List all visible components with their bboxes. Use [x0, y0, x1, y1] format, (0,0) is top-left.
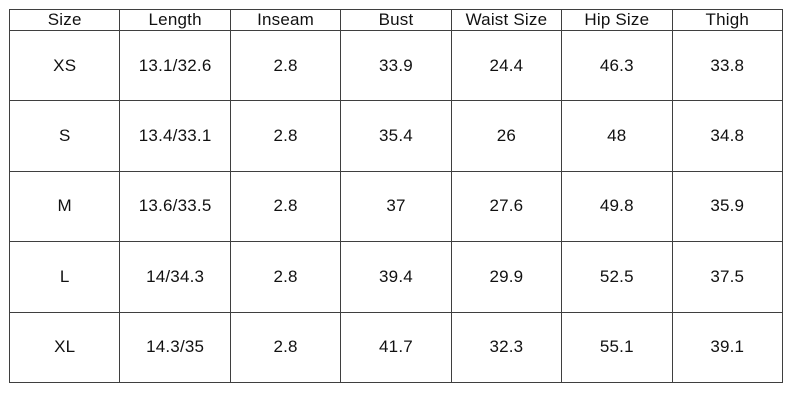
table-cell: 33.8 [671, 29, 784, 102]
table-cell: S [8, 100, 121, 172]
table-cell: 2.8 [229, 170, 342, 243]
table-cell: 46.3 [561, 29, 673, 102]
table-cell: 13.4/33.1 [119, 100, 231, 172]
table-cell: 55.1 [561, 311, 673, 384]
header-cell-waist-size: Waist Size [450, 9, 563, 31]
table-cell: 14/34.3 [119, 241, 231, 313]
table-cell: 39.4 [340, 241, 452, 313]
table-cell: 35.9 [671, 170, 784, 243]
table-cell: 2.8 [229, 100, 342, 172]
table-cell: 13.1/32.6 [119, 29, 231, 102]
table-cell: 13.6/33.5 [119, 170, 231, 243]
table-cell: 14.3/35 [119, 311, 231, 384]
table-cell: 48 [561, 100, 673, 172]
table-cell: 26 [450, 100, 563, 172]
table-cell: 29.9 [450, 241, 563, 313]
table-cell: 24.4 [450, 29, 563, 102]
table-cell: 41.7 [340, 311, 452, 384]
table-cell: 35.4 [340, 100, 452, 172]
header-cell-size: Size [8, 9, 121, 31]
table-cell: 37.5 [671, 241, 784, 313]
table-row-l: L 14/34.3 2.8 39.4 29.9 52.5 37.5 [8, 241, 784, 313]
table-cell: 52.5 [561, 241, 673, 313]
size-chart-container: Size Length Inseam Bust Waist Size Hip S… [8, 9, 784, 384]
size-chart-body: XS 13.1/32.6 2.8 33.9 24.4 46.3 33.8 S 1… [8, 29, 784, 384]
header-row: Size Length Inseam Bust Waist Size Hip S… [8, 9, 784, 31]
table-cell: L [8, 241, 121, 313]
header-cell-hip-size: Hip Size [561, 9, 673, 31]
size-chart-header: Size Length Inseam Bust Waist Size Hip S… [8, 9, 784, 31]
header-cell-length: Length [119, 9, 231, 31]
table-row-s: S 13.4/33.1 2.8 35.4 26 48 34.8 [8, 100, 784, 172]
size-chart-table: Size Length Inseam Bust Waist Size Hip S… [8, 9, 784, 384]
table-cell: 34.8 [671, 100, 784, 172]
header-cell-thigh: Thigh [671, 9, 784, 31]
table-row-xs: XS 13.1/32.6 2.8 33.9 24.4 46.3 33.8 [8, 29, 784, 102]
table-cell: 2.8 [229, 311, 342, 384]
header-cell-inseam: Inseam [229, 9, 342, 31]
table-cell: 2.8 [229, 29, 342, 102]
table-cell: 27.6 [450, 170, 563, 243]
table-cell: XS [8, 29, 121, 102]
table-cell: 2.8 [229, 241, 342, 313]
table-cell: 49.8 [561, 170, 673, 243]
table-cell: M [8, 170, 121, 243]
table-cell: XL [8, 311, 121, 384]
header-cell-bust: Bust [340, 9, 452, 31]
table-cell: 39.1 [671, 311, 784, 384]
table-row-xl: XL 14.3/35 2.8 41.7 32.3 55.1 39.1 [8, 311, 784, 384]
table-row-m: M 13.6/33.5 2.8 37 27.6 49.8 35.9 [8, 170, 784, 243]
table-cell: 33.9 [340, 29, 452, 102]
table-cell: 32.3 [450, 311, 563, 384]
table-cell: 37 [340, 170, 452, 243]
